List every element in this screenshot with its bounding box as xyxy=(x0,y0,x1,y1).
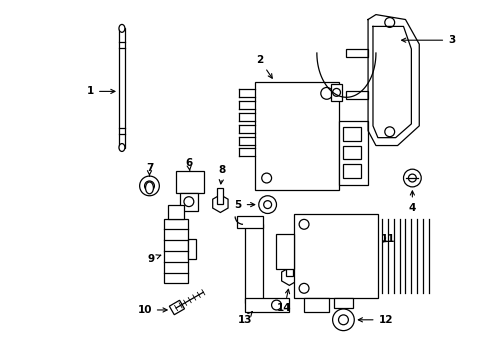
Circle shape xyxy=(263,201,271,208)
Bar xyxy=(276,234,294,269)
Text: 3: 3 xyxy=(401,35,454,45)
Bar xyxy=(346,91,367,99)
Text: 6: 6 xyxy=(185,158,192,171)
Circle shape xyxy=(299,219,308,229)
Text: 7: 7 xyxy=(145,163,153,176)
Text: 10: 10 xyxy=(137,305,167,315)
Circle shape xyxy=(144,181,154,191)
Bar xyxy=(286,261,293,276)
Bar xyxy=(169,300,184,315)
Ellipse shape xyxy=(119,24,124,32)
Text: 2: 2 xyxy=(256,55,272,78)
Text: 5: 5 xyxy=(234,199,254,210)
Bar xyxy=(187,239,195,259)
Ellipse shape xyxy=(119,144,124,152)
Bar xyxy=(294,215,377,298)
Bar xyxy=(180,193,197,211)
Circle shape xyxy=(320,87,332,99)
Text: 14: 14 xyxy=(277,289,291,313)
Circle shape xyxy=(403,169,420,187)
Bar xyxy=(343,145,361,159)
Text: 8: 8 xyxy=(218,165,225,184)
Bar xyxy=(343,127,361,141)
Text: 1: 1 xyxy=(86,86,115,96)
Text: 11: 11 xyxy=(380,234,394,244)
Bar xyxy=(333,298,352,308)
Circle shape xyxy=(332,309,353,330)
Bar xyxy=(176,171,203,193)
Circle shape xyxy=(261,173,271,183)
Text: 4: 4 xyxy=(408,191,415,212)
Circle shape xyxy=(299,283,308,293)
Bar xyxy=(119,28,124,148)
Bar xyxy=(164,219,187,283)
Text: 9: 9 xyxy=(147,254,161,264)
Bar xyxy=(244,224,262,303)
Circle shape xyxy=(183,197,193,207)
Circle shape xyxy=(384,127,394,137)
Circle shape xyxy=(271,300,281,310)
Bar xyxy=(217,188,223,204)
Ellipse shape xyxy=(145,182,153,194)
Text: 13: 13 xyxy=(237,312,252,325)
Bar xyxy=(343,164,361,178)
Circle shape xyxy=(384,18,394,27)
Bar xyxy=(346,49,367,57)
Bar xyxy=(330,84,342,101)
Bar xyxy=(338,121,367,185)
Circle shape xyxy=(332,89,340,96)
Bar xyxy=(244,298,289,312)
Bar xyxy=(168,204,183,219)
Text: 12: 12 xyxy=(358,315,392,325)
Circle shape xyxy=(338,315,347,325)
Circle shape xyxy=(258,196,276,213)
Bar xyxy=(237,216,262,228)
Bar xyxy=(254,82,338,190)
Circle shape xyxy=(407,174,415,182)
Circle shape xyxy=(140,176,159,196)
Bar xyxy=(304,298,328,312)
